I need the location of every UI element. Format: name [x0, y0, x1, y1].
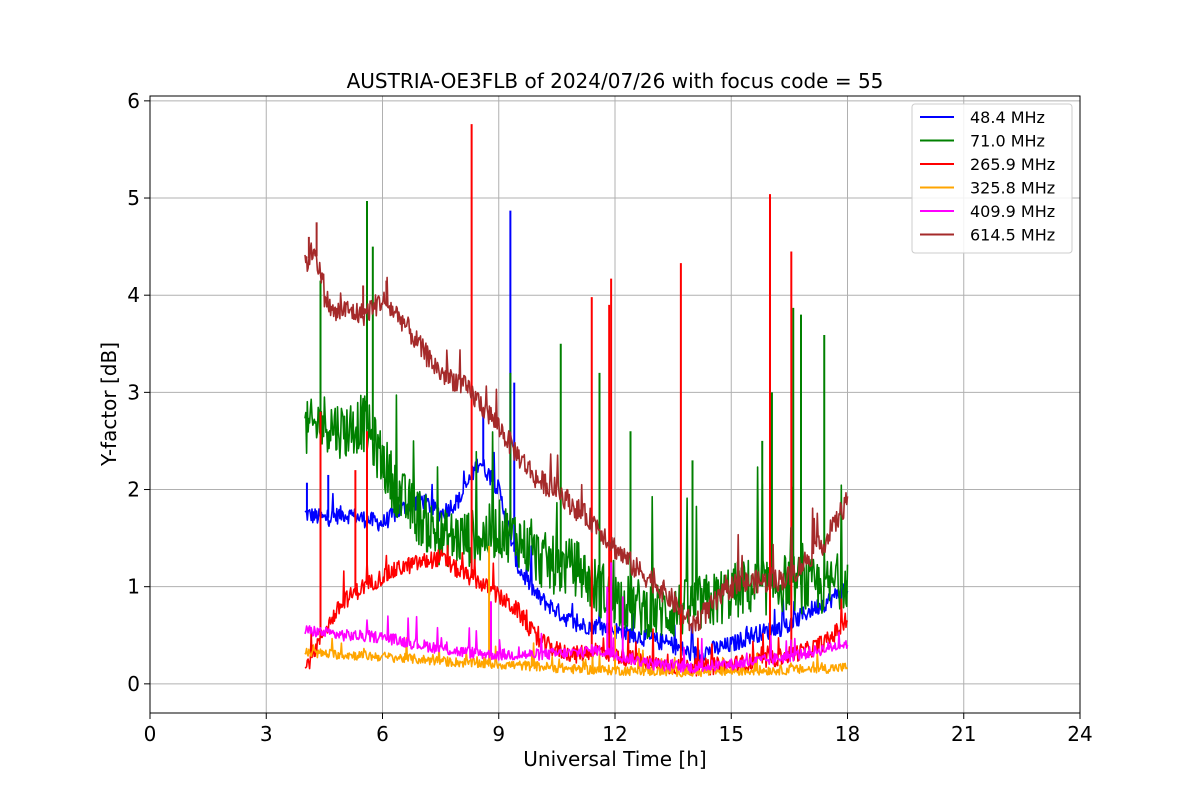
x-tick-label: 9 [492, 722, 505, 746]
series-71-0-mhz [304, 200, 849, 640]
y-tick-label: 1 [127, 575, 140, 599]
legend-label: 265.9 MHz [970, 155, 1055, 174]
y-tick-label: 4 [127, 283, 140, 307]
chart-title: AUSTRIA-OE3FLB of 2024/07/26 with focus … [347, 69, 884, 93]
series-line [304, 615, 849, 674]
series-line [304, 242, 849, 634]
legend-label: 409.9 MHz [970, 202, 1055, 221]
series-group [304, 124, 849, 678]
legend-item: 409.9 MHz [920, 202, 1055, 221]
x-axis-title: Universal Time [h] [523, 747, 706, 771]
legend-label: 614.5 MHz [970, 226, 1055, 245]
x-tick-label: 6 [376, 722, 389, 746]
legend-label: 48.4 MHz [970, 108, 1045, 127]
x-tick-label: 18 [835, 722, 860, 746]
legend-label: 71.0 MHz [970, 132, 1045, 151]
y-axis-title: Y-factor [dB] [97, 342, 121, 467]
x-tick-label: 12 [602, 722, 627, 746]
series-409-9-mhz [304, 562, 849, 674]
legend-item: 614.5 MHz [920, 226, 1055, 245]
series-line [304, 394, 849, 640]
legend-item: 48.4 MHz [920, 108, 1045, 127]
legend-label: 325.8 MHz [970, 179, 1055, 198]
y-tick-label: 6 [127, 89, 140, 113]
x-tick-label: 3 [260, 722, 273, 746]
x-tick-label: 24 [1067, 722, 1092, 746]
y-tick-label: 0 [127, 672, 140, 696]
legend-item: 265.9 MHz [920, 155, 1055, 174]
y-tick-label: 2 [127, 478, 140, 502]
y-tick-label: 5 [127, 186, 140, 210]
x-tick-label: 21 [951, 722, 976, 746]
x-tick-label: 0 [144, 722, 157, 746]
series-614-5-mhz [304, 222, 849, 634]
x-tick-label: 15 [719, 722, 744, 746]
grid [149, 96, 1081, 713]
y-tick-label: 3 [127, 380, 140, 404]
legend: 48.4 MHz 71.0 MHz 265.9 MHz 325.8 MHz 409.9… [911, 103, 1073, 254]
legend-item: 71.0 MHz [920, 132, 1045, 151]
legend-item: 325.8 MHz [920, 179, 1055, 198]
